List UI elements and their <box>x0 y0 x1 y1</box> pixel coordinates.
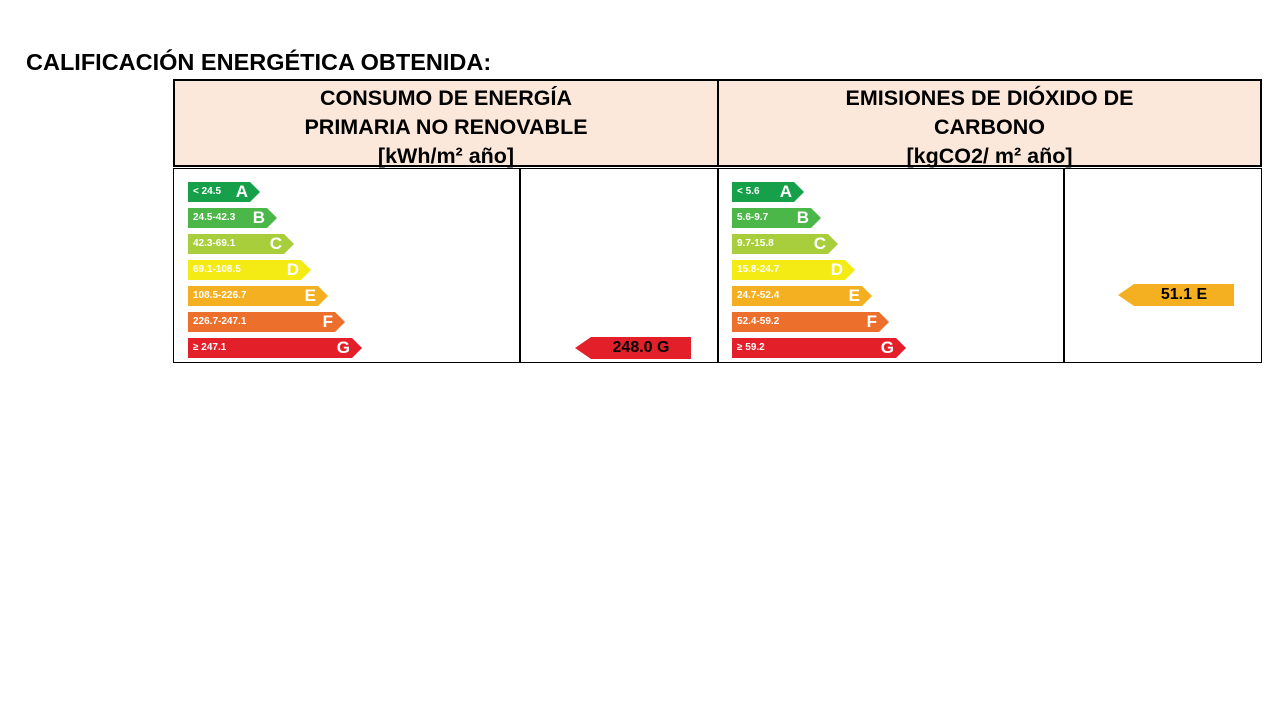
emissions-scale-range-a: < 5.6 <box>737 186 760 197</box>
emissions-scale-arrow-e <box>862 286 872 306</box>
energy-result-indicator: 248.0 G <box>575 337 691 359</box>
energy-scale-arrow-e <box>318 286 328 306</box>
emissions-scale-letter-b: B <box>796 208 809 227</box>
energy-scale-range-c: 42.3-69.1 <box>193 238 236 249</box>
energy-result-value: 248.0 G <box>612 339 670 356</box>
energy-scale-arrow-a <box>250 182 260 202</box>
emissions-scale-bar-g: ≥ 59.2 G <box>732 338 906 358</box>
energy-scale-bar-d: 69.1-108.5 D <box>188 260 311 280</box>
energy-header-line-1: CONSUMO DE ENERGÍA <box>319 86 573 110</box>
emissions-header-unit: [kgCO2/ m² año] <box>906 144 1073 168</box>
energy-scale-arrow-c <box>284 234 294 254</box>
energy-result-arrow <box>575 337 591 359</box>
energy-scale-range-e: 108.5-226.7 <box>193 290 247 301</box>
emissions-scale-arrow-a <box>794 182 804 202</box>
emissions-scale-cell: < 5.6 A 5.6-9.7 B 9.7-15.8 C 15.8-24.7 D 24.7-52… <box>717 168 1065 363</box>
energy-rating-scale: < 24.5 A 24.5-42.3 B 42.3-69.1 C 69.1-108.5 D 10… <box>188 182 362 364</box>
emissions-scale-bar-b: 5.6-9.7 B <box>732 208 821 228</box>
energy-scale-letter-g: G <box>336 338 350 357</box>
emissions-scale-bar-a: < 5.6 A <box>732 182 804 202</box>
emissions-result-arrow <box>1118 284 1134 306</box>
energy-scale-letter-b: B <box>252 208 265 227</box>
emissions-scale-arrow-f <box>879 312 889 332</box>
emissions-scale-letter-e: E <box>848 286 860 305</box>
energy-scale-range-g: ≥ 247.1 <box>193 342 227 353</box>
energy-scale-bar-f: 226.7-247.1 F <box>188 312 345 332</box>
emissions-scale-arrow-c <box>828 234 838 254</box>
emissions-scale-letter-a: A <box>779 182 792 201</box>
emissions-header: EMISIONES DE DIÓXIDO DE CARBONO [kgCO2/ … <box>717 79 1262 168</box>
emissions-rating-scale: < 5.6 A 5.6-9.7 B 9.7-15.8 C 15.8-24.7 D 24.7-52… <box>732 182 906 364</box>
energy-header-line-2: PRIMARIA NO RENOVABLE <box>304 115 588 139</box>
emissions-header-line-1: EMISIONES DE DIÓXIDO DE <box>845 86 1134 110</box>
energy-scale-bar-c: 42.3-69.1 C <box>188 234 294 254</box>
energy-header: CONSUMO DE ENERGÍA PRIMARIA NO RENOVABLE… <box>173 79 719 168</box>
emissions-scale-letter-d: D <box>830 260 843 279</box>
emissions-scale-range-b: 5.6-9.7 <box>737 212 769 223</box>
energy-scale-bar-b: 24.5-42.3 B <box>188 208 277 228</box>
emissions-scale-letter-f: F <box>866 312 877 331</box>
emissions-scale-letter-c: C <box>813 234 826 253</box>
energy-result-cell: 248.0 G <box>519 168 719 363</box>
emissions-scale-letter-g: G <box>880 338 894 357</box>
emissions-scale-arrow-b <box>811 208 821 228</box>
energy-scale-bar-e: 108.5-226.7 E <box>188 286 328 306</box>
energy-scale-arrow-f <box>335 312 345 332</box>
energy-scale-cell: < 24.5 A 24.5-42.3 B 42.3-69.1 C 69.1-108.5 D 10… <box>173 168 521 363</box>
emissions-scale-range-d: 15.8-24.7 <box>737 264 780 275</box>
emissions-scale-arrow-g <box>896 338 906 358</box>
energy-header-unit: [kWh/m² año] <box>377 144 515 168</box>
emissions-result-value: 51.1 E <box>1160 286 1208 303</box>
energy-scale-bar-g: ≥ 247.1 G <box>188 338 362 358</box>
emissions-scale-range-g: ≥ 59.2 <box>737 342 765 353</box>
energy-scale-range-d: 69.1-108.5 <box>193 264 241 275</box>
page-title: CALIFICACIÓN ENERGÉTICA OBTENIDA: <box>26 49 492 75</box>
emissions-result-indicator: 51.1 E <box>1118 284 1234 306</box>
energy-scale-range-f: 226.7-247.1 <box>193 316 247 327</box>
energy-scale-letter-c: C <box>269 234 282 253</box>
energy-scale-arrow-b <box>267 208 277 228</box>
energy-scale-arrow-g <box>352 338 362 358</box>
energy-scale-letter-e: E <box>304 286 316 305</box>
energy-scale-letter-f: F <box>322 312 333 331</box>
emissions-result-cell: 51.1 E <box>1063 168 1262 363</box>
energy-scale-letter-d: D <box>286 260 299 279</box>
emissions-scale-bar-f: 52.4-59.2 F <box>732 312 889 332</box>
emissions-scale-bar-c: 9.7-15.8 C <box>732 234 838 254</box>
emissions-scale-range-c: 9.7-15.8 <box>737 238 774 249</box>
emissions-header-line-2: CARBONO <box>933 115 1046 139</box>
emissions-scale-range-e: 24.7-52.4 <box>737 290 780 301</box>
emissions-scale-arrow-d <box>845 260 855 280</box>
emissions-scale-bar-e: 24.7-52.4 E <box>732 286 872 306</box>
emissions-scale-range-f: 52.4-59.2 <box>737 316 780 327</box>
energy-scale-range-b: 24.5-42.3 <box>193 212 236 223</box>
emissions-scale-bar-d: 15.8-24.7 D <box>732 260 855 280</box>
energy-scale-bar-a: < 24.5 A <box>188 182 260 202</box>
energy-scale-range-a: < 24.5 <box>193 186 222 197</box>
energy-scale-arrow-d <box>301 260 311 280</box>
energy-scale-letter-a: A <box>235 182 248 201</box>
